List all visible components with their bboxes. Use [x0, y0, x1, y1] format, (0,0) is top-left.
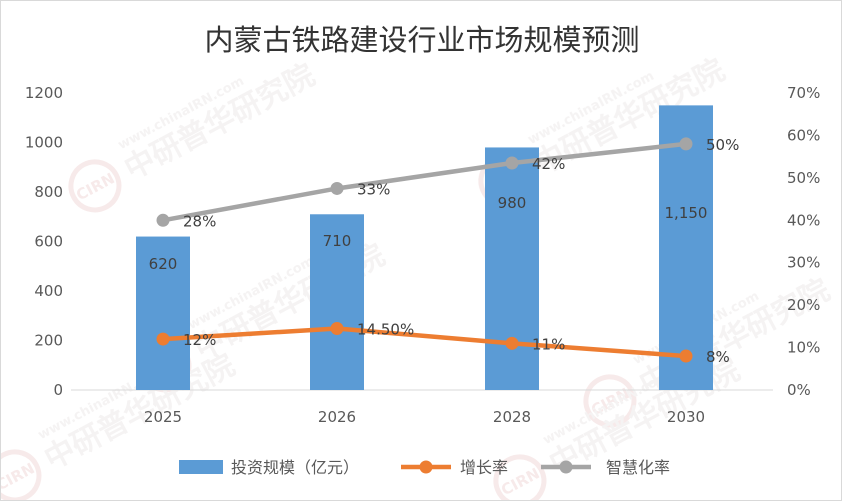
y-left-tick-label: 200: [34, 332, 63, 350]
y-right-tick-label: 20%: [787, 296, 820, 314]
growth-rate-data-label: 11%: [532, 335, 565, 353]
growth-rate-point: [156, 332, 170, 346]
growth-rate-point: [679, 349, 693, 363]
growth-rate-line: [162, 326, 687, 359]
bar: [659, 105, 713, 390]
legend-swatch-bar: [179, 460, 223, 474]
y-right-tick-label: 40%: [787, 211, 820, 229]
y-right-tick-label: 10%: [787, 339, 820, 357]
chart-title: 内蒙古铁路建设行业市场规模预测: [204, 23, 639, 57]
smart-rate-point: [330, 181, 344, 195]
y-left-tick-label: 600: [34, 233, 63, 251]
watermark-logo: CIRN: [73, 169, 117, 204]
y-left-tick-label: 800: [34, 183, 63, 201]
bar: [310, 214, 364, 390]
smart-rate-line: [162, 141, 687, 223]
smart-rate-data-label: 33%: [357, 180, 390, 198]
y-left-tick-label: 1000: [25, 134, 63, 152]
y-right-tick-label: 50%: [787, 169, 820, 187]
watermark-logo-ring: [493, 454, 547, 500]
smart-rate-data-label: 42%: [532, 155, 565, 173]
y-left-tick-label: 400: [34, 282, 63, 300]
growth-rate-point: [505, 336, 519, 350]
legend-label: 投资规模（亿元）: [231, 458, 359, 477]
bar: [136, 236, 190, 390]
smart-rate-point: [505, 156, 519, 170]
smart-rate-point: [156, 213, 170, 227]
labels-layer: 620 710 980 1,150 12% 14.50% 11% 8% 28% 33% 42% 50%: [149, 136, 740, 366]
bar-data-label: 710: [323, 232, 352, 250]
y-left-tick-label: 0: [53, 381, 63, 399]
growth-rate-data-label: 8%: [706, 348, 730, 366]
bar-data-label: 620: [149, 255, 178, 273]
x-tick-label: 2025: [144, 408, 182, 426]
watermark-logo-ring: [1, 449, 42, 500]
smart-rate-data-label: 50%: [706, 136, 739, 154]
legend-swatch-marker: [419, 460, 433, 474]
legend-label: 智慧化率: [606, 458, 670, 477]
y-left-tick-label: 1200: [25, 84, 63, 102]
y-right-tick-label: 0%: [787, 381, 811, 399]
growth-rate-data-label: 14.50%: [357, 320, 414, 338]
legend-swatch-marker: [559, 460, 573, 474]
growth-rate-data-label: 12%: [183, 331, 216, 349]
legend-label: 增长率: [460, 458, 508, 477]
bar-data-label: 980: [498, 194, 527, 212]
bar: [485, 147, 539, 390]
x-tick-label: 2028: [493, 408, 531, 426]
smart-rate-point: [679, 137, 693, 151]
axes-layer: 0 200 400 600 800 1000 1200 0% 10% 20% 30% 40% 50% 60…: [25, 84, 821, 426]
bar-data-label: 1,150: [665, 204, 708, 222]
legend: 投资规模（亿元） 增长率 智慧化率: [179, 458, 670, 477]
y-right-tick-label: 70%: [787, 84, 820, 102]
smart-rate-data-label: 28%: [183, 212, 216, 230]
x-tick-label: 2026: [318, 408, 356, 426]
lines-layer: [156, 137, 693, 363]
watermark-logo-ring: [68, 159, 122, 213]
y-right-tick-label: 60%: [787, 126, 820, 144]
x-tick-label: 2030: [667, 408, 705, 426]
growth-rate-point: [330, 321, 344, 335]
y-right-tick-label: 30%: [787, 254, 820, 272]
